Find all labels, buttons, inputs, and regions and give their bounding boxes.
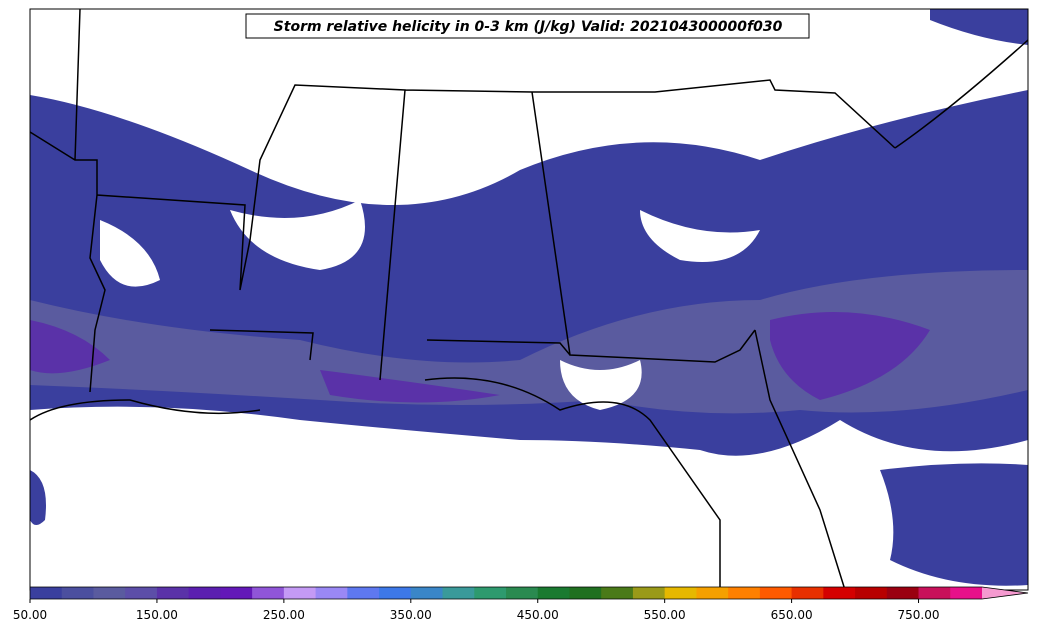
colorbar-segment	[918, 587, 951, 599]
colorbar-segment	[347, 587, 380, 599]
colorbar-segment	[855, 587, 888, 599]
colorbar-segment	[950, 587, 983, 599]
colorbar-segment	[283, 587, 317, 599]
colorbar-segment	[156, 587, 190, 599]
tick-label: 350.00	[390, 608, 432, 622]
colorbar-segment	[93, 587, 126, 599]
map-title: Storm relative helicity in 0-3 km (J/kg)…	[274, 19, 783, 35]
colorbar-segment	[696, 587, 729, 599]
contour-fill	[30, 9, 1028, 586]
contour-fill	[30, 312, 930, 403]
title-box	[245, 13, 810, 39]
colorbar-segment	[601, 587, 634, 599]
tick-label: 50.00	[13, 608, 47, 622]
colorbar-segment	[379, 587, 412, 599]
colorbar-segment	[823, 587, 856, 599]
colorbar-segment	[886, 587, 920, 599]
colorbar-segment	[410, 587, 444, 599]
state-borders	[29, 8, 1029, 591]
colorbar-segment	[506, 587, 539, 599]
tick-label: 750.00	[898, 608, 940, 622]
colorbar-segment	[759, 587, 793, 599]
colorbar-segment	[30, 587, 63, 599]
colorbar-segment	[791, 587, 824, 599]
map: Storm relative helicity in 0-3 km (J/kg)…	[29, 8, 1029, 591]
tick-label: 450.00	[517, 608, 559, 622]
colorbar-segment	[188, 587, 221, 599]
colorbar-segment	[474, 587, 507, 599]
colorbar-segment	[125, 587, 158, 599]
colorbar-segment	[537, 587, 570, 599]
tick-label: 650.00	[771, 608, 813, 622]
contour-fill	[30, 270, 1028, 414]
colorbar-segment	[220, 587, 253, 599]
tick-label: 150.00	[136, 608, 178, 622]
colorbar-outline	[29, 586, 1029, 600]
colorbar-segment	[252, 587, 285, 599]
colorbar-segment	[664, 587, 697, 599]
tick-label: 550.00	[644, 608, 686, 622]
colorbar-segment	[315, 587, 348, 599]
colorbar-segment	[442, 587, 475, 599]
colorbar-extension	[982, 587, 1028, 599]
colorbar-segment	[61, 587, 94, 599]
colorbar-segment	[728, 587, 761, 599]
colorbar: 50.00 150.00 250.00 350.00 450.00 550.00 650.0…	[13, 586, 1029, 622]
tick-label: 250.00	[263, 608, 305, 622]
helicity-field	[30, 9, 1028, 586]
colorbar-segment	[569, 587, 602, 599]
colorbar-segment	[632, 587, 666, 599]
